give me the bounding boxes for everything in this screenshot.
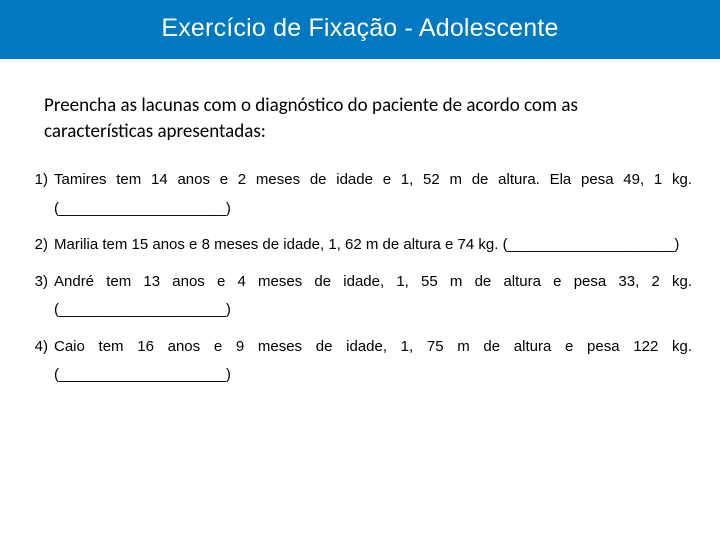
question-item: 3)André tem 13 anos e 4 meses de idade, … xyxy=(28,268,692,325)
question-item: 4)Caio tem 16 anos e 9 meses de idade, 1… xyxy=(28,333,692,390)
question-text: Tamires tem 14 anos e 2 meses de idade e… xyxy=(54,166,692,223)
header-bar: Exercício de Fixação - Adolescente xyxy=(0,0,720,59)
question-list: 1)Tamires tem 14 anos e 2 meses de idade… xyxy=(0,166,720,390)
instruction-text: Preencha as lacunas com o diagnóstico do… xyxy=(0,59,720,166)
page-title: Exercício de Fixação - Adolescente xyxy=(0,14,720,43)
question-number: 2) xyxy=(28,231,54,260)
question-item: 2)Marilia tem 15 anos e 8 meses de idade… xyxy=(28,231,692,260)
question-text: André tem 13 anos e 4 meses de idade, 1,… xyxy=(54,268,692,325)
question-number: 3) xyxy=(28,268,54,297)
question-text: Caio tem 16 anos e 9 meses de idade, 1, … xyxy=(54,333,692,390)
question-number: 4) xyxy=(28,333,54,362)
question-item: 1)Tamires tem 14 anos e 2 meses de idade… xyxy=(28,166,692,223)
question-number: 1) xyxy=(28,166,54,195)
question-text: Marilia tem 15 anos e 8 meses de idade, … xyxy=(54,231,692,260)
